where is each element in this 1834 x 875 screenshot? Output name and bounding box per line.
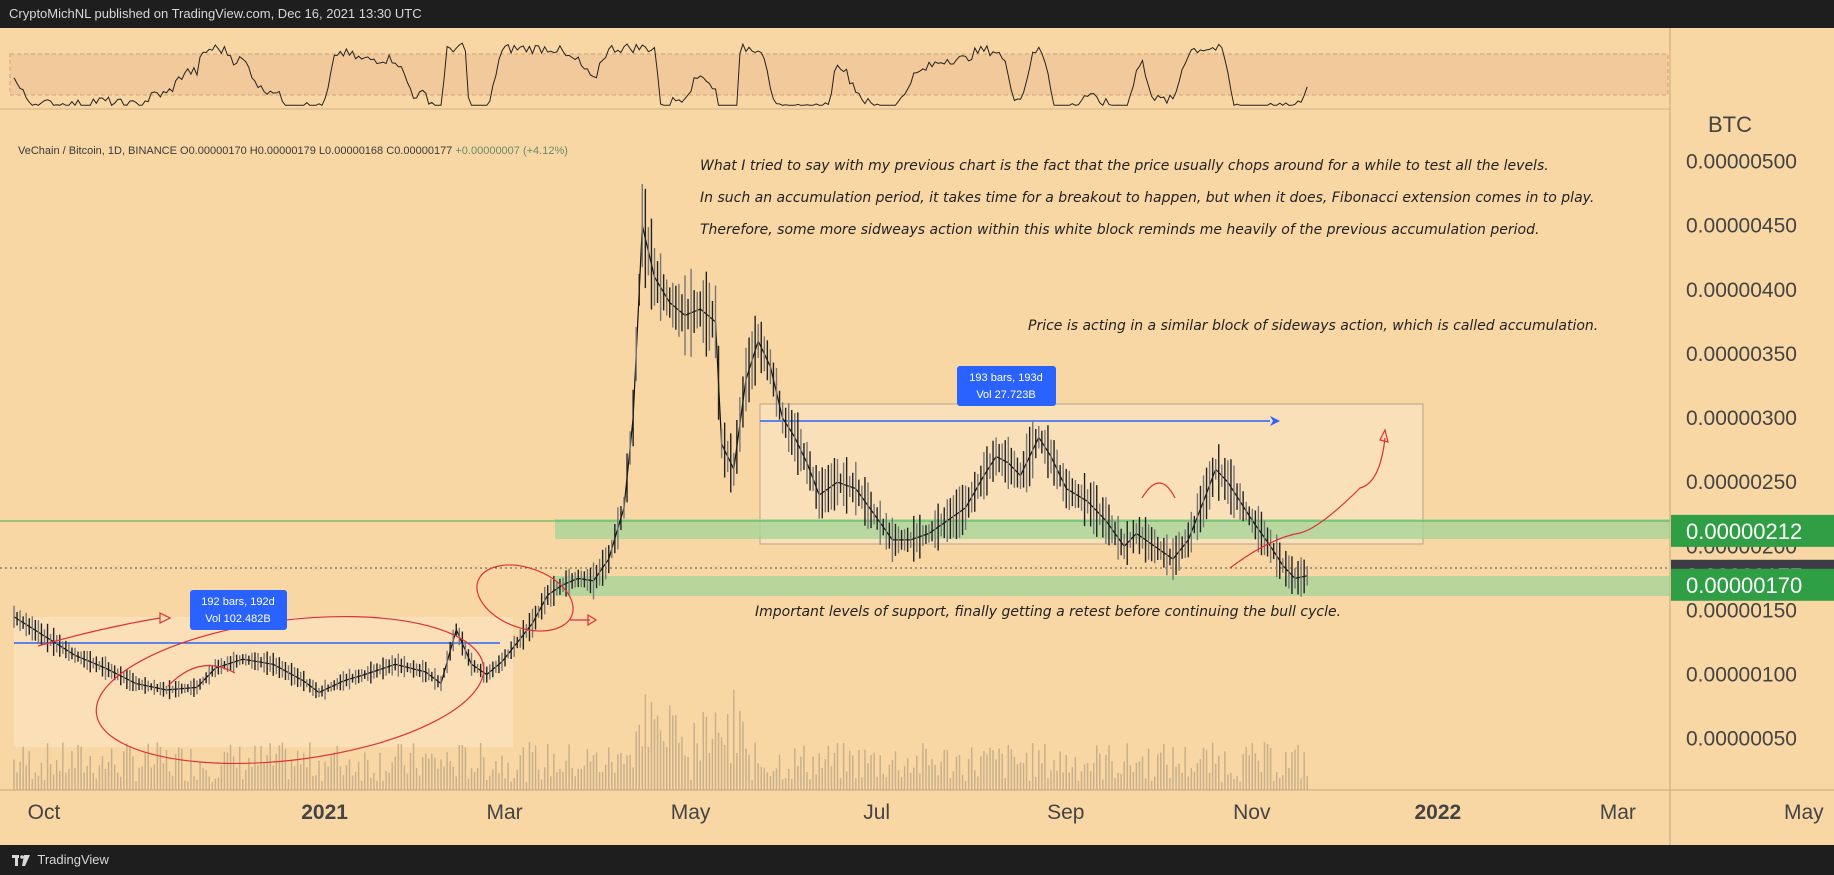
price-scale[interactable]: 0.000000500.000001000.000001500.00000200… (1686, 150, 1797, 750)
price-tick-5: 0.00000300 (1686, 407, 1797, 430)
high-label: H (249, 145, 258, 157)
annotation-4: Price is acting in a similar block of si… (1028, 318, 1598, 334)
chart-svg: 192 bars, 192d Vol 102.482B 193 bars, 19… (0, 28, 1834, 845)
time-tick-5: Sep (1047, 801, 1084, 824)
published-info: CryptoMichNL published on TradingView.co… (9, 6, 422, 21)
measure-box-2020: 192 bars, 192d Vol 102.482B (190, 590, 287, 630)
price-tick-8: 0.00000450 (1686, 215, 1797, 238)
price-tick-2: 0.00000150 (1686, 599, 1797, 622)
measure-bars-2021: 193 bars, 193d (969, 372, 1042, 384)
change-value: +0.00000007 (+4.12%) (455, 145, 568, 157)
price-label-2: 0.00000170 (1686, 573, 1802, 598)
price-tick-9: 0.00000500 (1686, 150, 1797, 173)
price-tick-1: 0.00000100 (1686, 664, 1797, 687)
footer-bar: TradingView (0, 845, 1834, 875)
publisher-bar: CryptoMichNL published on TradingView.co… (0, 0, 1834, 28)
open-value: 0.00000170 (188, 145, 247, 157)
rsi-pane (0, 42, 1670, 110)
time-tick-7: 2022 (1414, 801, 1461, 824)
price-tick-7: 0.00000400 (1686, 279, 1797, 302)
price-tick-6: 0.00000350 (1686, 343, 1797, 366)
red-arrow-2 (167, 664, 236, 687)
measure-box-2021: 193 bars, 193d Vol 27.723B (957, 366, 1056, 406)
volume-bars (13, 689, 1308, 790)
red-arrowhead-3 (587, 613, 598, 627)
accumulation-block-2020 (14, 617, 513, 747)
chart-area[interactable]: 192 bars, 192d Vol 102.482B 193 bars, 19… (0, 28, 1834, 845)
price-label-bg-2 (1671, 568, 1834, 601)
low-label: L (318, 145, 326, 157)
time-scale[interactable]: Oct 2021 Mar May Jul Sep Nov 2022 Mar May (28, 801, 1825, 824)
measure-bars-2020: 192 bars, 192d (201, 596, 274, 608)
symbol-name: VeChain / Bitcoin, 1D, BINANCE (18, 145, 177, 157)
currency-label: BTC (1708, 112, 1752, 137)
open-label: O (180, 145, 189, 157)
measure-vol-2020: Vol 102.482B (205, 613, 270, 625)
rsi-line (13, 42, 1308, 107)
red-circle-small (476, 564, 574, 632)
tradingview-brand[interactable]: TradingView (37, 852, 109, 867)
red-arrow-1 (37, 617, 161, 647)
support-zone-lower (555, 576, 1670, 596)
time-tick-1: 2021 (301, 801, 348, 824)
time-tick-6: Nov (1233, 801, 1271, 824)
time-tick-8: Mar (1600, 801, 1636, 824)
time-tick-3: May (671, 801, 711, 824)
annotation-1: What I tried to say with my previous cha… (700, 158, 1549, 174)
price-label-0: 0.00000212 (1686, 519, 1802, 544)
annotation-2: In such an accumulation period, it takes… (700, 190, 1594, 206)
time-tick-9: May (1784, 801, 1824, 824)
red-arrow-4 (1141, 482, 1176, 499)
time-tick-0: Oct (28, 801, 61, 824)
time-tick-4: Jul (863, 801, 890, 824)
low-value: 0.00000168 (325, 145, 384, 157)
tradingview-logo-icon (12, 854, 30, 866)
range-arrow-2021 (1270, 416, 1280, 426)
red-projection-arrowhead (1379, 428, 1389, 443)
close-value: 0.00000177 (394, 145, 453, 157)
annotation-3: Therefore, some more sidweays action wit… (700, 222, 1539, 238)
high-value: 0.00000179 (257, 145, 316, 157)
measure-vol-2021: Vol 27.723B (976, 389, 1035, 401)
price-tick-0: 0.00000050 (1686, 728, 1797, 751)
price-tick-4: 0.00000250 (1686, 471, 1797, 494)
red-projection-curve (1229, 437, 1386, 569)
annotation-5: Important levels of support, finally get… (755, 604, 1341, 620)
symbol-legend: VeChain / Bitcoin, 1D, BINANCE O0.000001… (18, 145, 568, 157)
rsi-band (9, 53, 1669, 96)
red-arrowhead-1 (159, 612, 172, 624)
close-label: C (386, 145, 395, 157)
time-tick-2: Mar (486, 801, 522, 824)
candles (13, 184, 1308, 700)
price-label-bg-0 (1671, 514, 1834, 547)
